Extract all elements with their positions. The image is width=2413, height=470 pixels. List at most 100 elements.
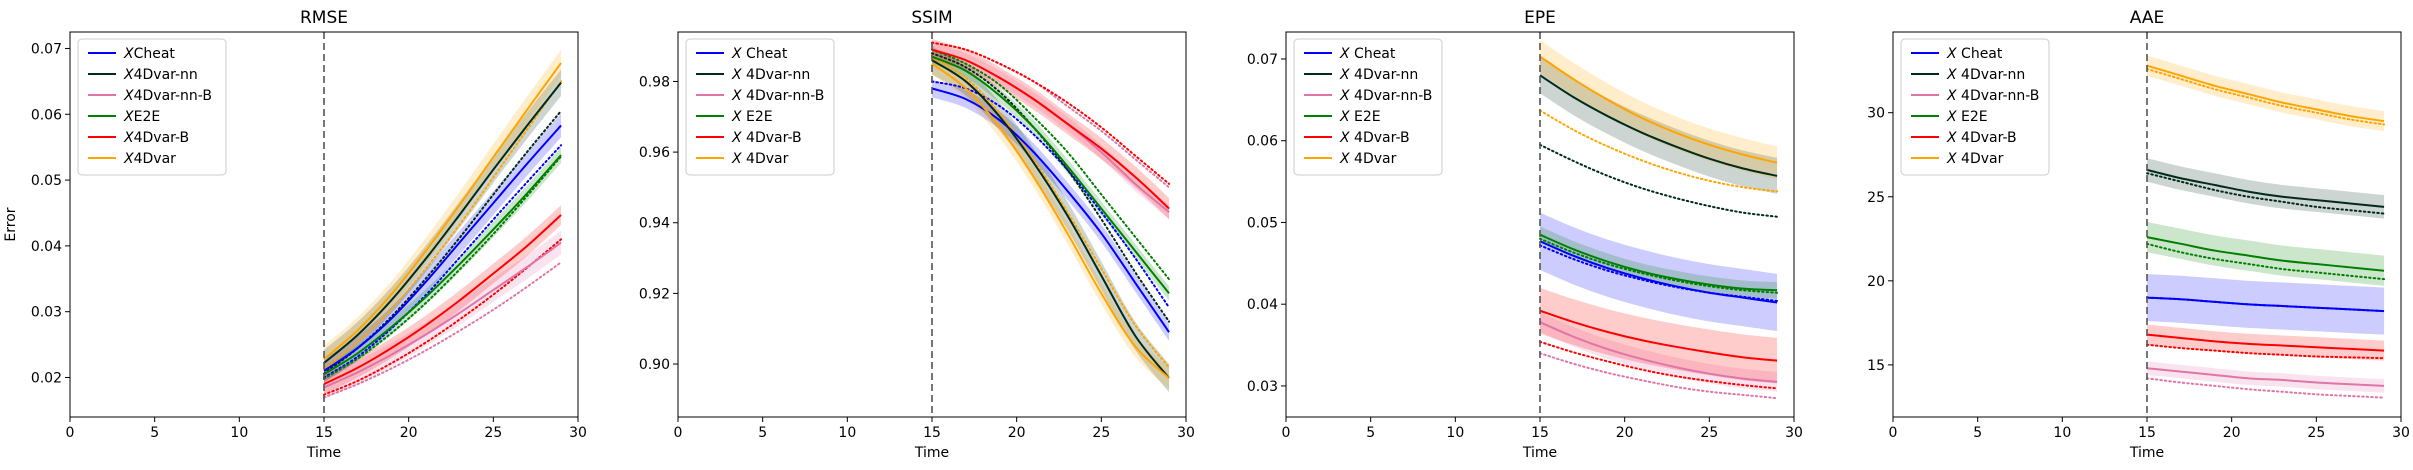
y-tick-label: 0.06: [1247, 134, 1278, 150]
series-band: [324, 113, 562, 383]
legend-entry: X4Dvar-nn: [123, 67, 198, 83]
series-dotted-line: [2146, 242, 2386, 281]
x-tick-label: 25: [1092, 425, 1110, 441]
legend-entry: X4Dvar: [123, 151, 176, 167]
series-line: [2146, 333, 2385, 352]
series-line: [1539, 55, 1778, 164]
series-dotted-line: [323, 261, 563, 399]
series-band: [2147, 158, 2385, 219]
series-line: [2146, 236, 2385, 272]
y-tick-label: 0.07: [1247, 52, 1278, 68]
x-tick-label: 0: [1282, 425, 1291, 441]
x-tick-label: 5: [1973, 425, 1982, 441]
x-axis-label: Time: [914, 445, 949, 461]
series-dotted-line: [931, 41, 1171, 185]
chart-title: RMSE: [300, 8, 348, 28]
series-band: [2147, 324, 2385, 361]
chart-panel-aae: 0 5 10 15 20 25 30 15 20 25 30 AAE Time X Cheat X 4Dva…: [1867, 8, 2410, 461]
x-tick-label: 5: [150, 425, 159, 441]
legend-entry: X 4Dvar: [1339, 151, 1397, 167]
x-tick-label: 15: [2138, 425, 2156, 441]
legend-entry: X4Dvar-B: [123, 130, 189, 146]
series-line: [931, 62, 1170, 379]
series-band: [932, 42, 1170, 220]
chart-panel-rmse: 0 5 10 15 20 25 30 0.02 0.03 0.04 0.05 0.06 0.07 RMSE…: [3, 8, 587, 461]
y-tick-label: 0.96: [639, 145, 670, 161]
series-dotted-line: [1539, 340, 1779, 390]
x-tick-label: 0: [674, 425, 683, 441]
legend-entry: X 4Dvar-nn-B: [1339, 88, 1432, 104]
y-tick-label: 25: [1867, 190, 1885, 206]
series-dotted-line: [323, 144, 563, 379]
y-tick-label: 0.03: [1247, 379, 1278, 395]
series-line: [931, 87, 1170, 333]
y-tick-label: 30: [1867, 106, 1885, 122]
series-line: [1539, 309, 1778, 362]
legend-entry: X E2E: [1946, 109, 1988, 125]
series-band: [1540, 226, 1778, 299]
x-tick-label: 0: [1889, 425, 1898, 441]
series-line: [931, 48, 1170, 210]
series-band: [324, 49, 562, 373]
series-line: [323, 62, 562, 360]
x-tick-label: 30: [569, 425, 587, 441]
x-tick-label: 20: [1616, 425, 1634, 441]
y-tick-label: 15: [1867, 358, 1885, 374]
series-band: [1540, 212, 1778, 332]
legend-entry: X E2E: [1339, 109, 1381, 125]
x-tick-label: 5: [1366, 425, 1375, 441]
series-line: [931, 55, 1170, 295]
series-band: [1540, 40, 1778, 180]
series-dotted-line: [931, 55, 1171, 369]
series-dotted-line: [323, 238, 563, 396]
legend-entry: X 4Dvar-B: [731, 130, 802, 146]
x-tick-label: 10: [1446, 425, 1464, 441]
series-line: [1539, 233, 1778, 292]
x-tick-label: 25: [484, 425, 502, 441]
series-dotted-line: [931, 80, 1171, 309]
series-line: [323, 154, 562, 376]
chart-title: SSIM: [911, 8, 952, 28]
x-tick-label: 0: [66, 425, 75, 441]
legend-entry: X 4Dvar-nn: [731, 67, 810, 83]
y-tick-label: 0.92: [639, 286, 670, 302]
y-axis-label: Error: [3, 207, 19, 241]
x-tick-label: 15: [923, 425, 941, 441]
legend-entry: X 4Dvar-nn-B: [1946, 88, 2039, 104]
series-dotted-line: [2146, 377, 2386, 399]
chart-panel-epe: 0 5 10 15 20 25 30 0.03 0.04 0.05 0.06 0.07 EPE Time X…: [1247, 8, 1803, 461]
series-band: [324, 230, 562, 400]
legend-entry: X 4Dvar: [731, 151, 789, 167]
legend-entry: X 4Dvar-nn: [1946, 67, 2025, 83]
legend-entry: X Cheat: [1339, 46, 1396, 62]
y-tick-label: 0.02: [31, 371, 62, 387]
chart-title: AAE: [2130, 8, 2164, 28]
x-tick-label: 20: [1008, 425, 1026, 441]
legend-entry: X 4Dvar: [1946, 151, 2004, 167]
chart-title: EPE: [1524, 8, 1556, 28]
x-tick-label: 20: [2223, 425, 2241, 441]
legend-entry: X 4Dvar-B: [1946, 130, 2017, 146]
y-tick-label: 0.04: [1247, 297, 1278, 313]
series-band: [324, 205, 562, 394]
legend-entry: XCheat: [123, 46, 175, 62]
x-tick-label: 10: [838, 425, 856, 441]
series-line: [2146, 64, 2385, 123]
y-tick-label: 20: [1867, 274, 1885, 290]
series-band: [1540, 287, 1778, 384]
x-axis-label: Time: [2129, 445, 2164, 461]
series-line: [323, 82, 562, 364]
x-tick-label: 15: [315, 425, 333, 441]
x-tick-label: 30: [1177, 425, 1195, 441]
series-line: [2146, 168, 2385, 208]
legend-entry: X Cheat: [1946, 46, 2003, 62]
y-tick-label: 0.05: [31, 173, 62, 189]
y-tick-label: 0.98: [639, 74, 670, 90]
series-dotted-line: [1539, 237, 1779, 294]
series-dotted-line: [323, 155, 563, 380]
series-line: [2146, 367, 2385, 387]
series-line: [323, 124, 562, 372]
x-tick-label: 25: [1700, 425, 1718, 441]
series-dotted-line: [2146, 343, 2386, 360]
